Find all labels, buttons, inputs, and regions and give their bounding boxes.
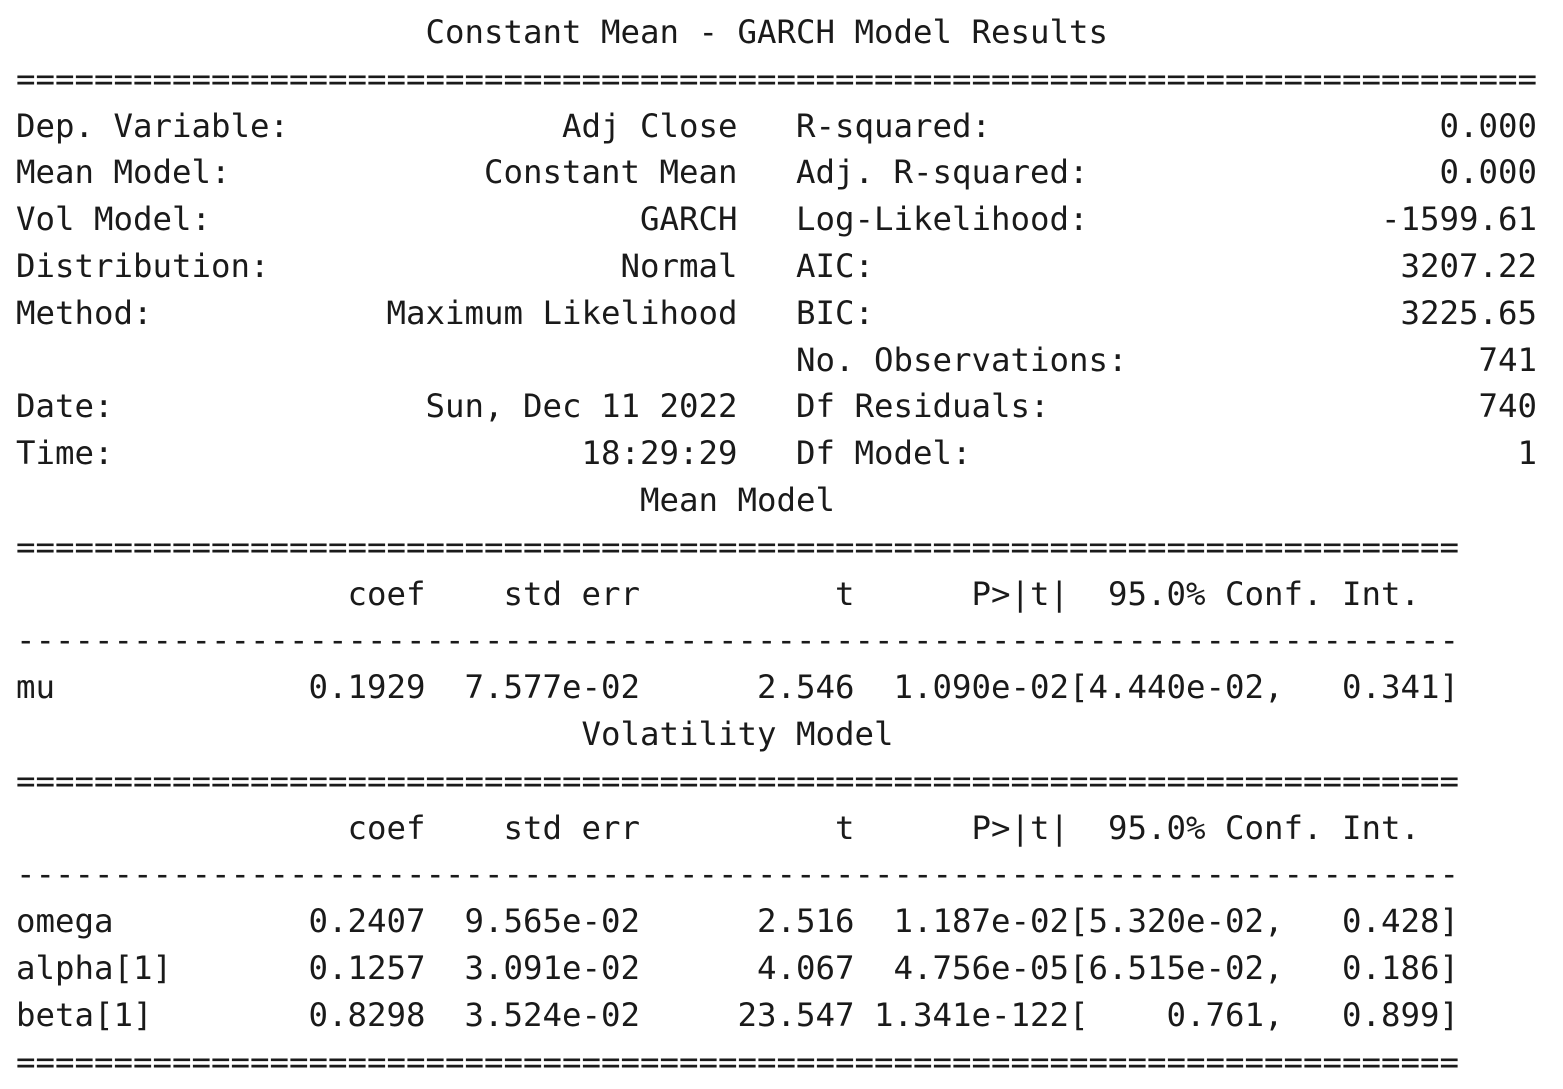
summary-row: Mean Model: Constant Mean Adj. R-squared… [16,153,1538,192]
single-rule: ----------------------------------------… [16,621,1460,660]
volatility-model-row: omega 0.2407 9.565e-02 2.516 1.187e-02[5… [16,902,1460,941]
mean-model-title: Mean Model [16,481,1460,519]
summary-row: Distribution: Normal AIC: 3207.22 [16,247,1538,285]
volatility-model-row: beta[1] 0.8298 3.524e-02 23.547 1.341e-1… [16,995,1460,1034]
double-rule: ========================================… [16,761,1460,800]
summary-row: Date: Sun, Dec 11 2022 Df Residuals: 740 [16,387,1538,426]
double-rule: ========================================… [16,1042,1460,1081]
volatility-model-row: alpha[1] 0.1257 3.091e-02 4.067 4.756e-0… [16,949,1460,987]
summary-row: Dep. Variable: Adj Close R-squared: 0.00… [16,106,1538,145]
mean-model-header: coef std err t P>|t| 95.0% Conf. Int. [16,574,1421,613]
double-rule: ========================================… [16,527,1460,566]
volatility-model-header: coef std err t P>|t| 95.0% Conf. Int. [16,808,1421,847]
single-rule: ----------------------------------------… [16,855,1460,894]
summary-row: Vol Model: GARCH Log-Likelihood: -1599.6… [16,200,1538,239]
volatility-model-title: Volatility Model [16,715,1460,753]
summary-row: Time: 18:29:29 Df Model: 1 [16,434,1538,473]
report-title: Constant Mean - GARCH Model Results [16,13,1538,51]
double-rule: ========================================… [16,59,1538,98]
mean-model-row: mu 0.1929 7.577e-02 2.546 1.090e-02[4.44… [16,668,1460,707]
summary-row: Method: Maximum Likelihood BIC: 3225.65 [16,293,1538,332]
summary-row: No. Observations: 741 [16,340,1538,379]
